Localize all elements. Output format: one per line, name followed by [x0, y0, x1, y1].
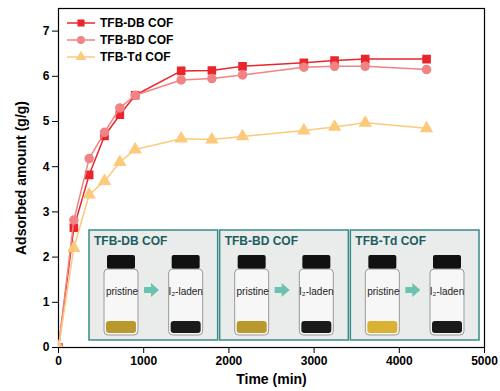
html-text:TFB-DB COF: TFB-DB COF	[100, 15, 174, 30]
html-text:TFB-Td COF: TFB-Td COF	[100, 49, 171, 64]
svg-text:7: 7	[43, 24, 50, 38]
svg-text:6: 6	[43, 69, 50, 83]
svg-text:pristine: pristine	[106, 286, 139, 297]
svg-text:I₂-laden: I₂-laden	[168, 286, 202, 297]
svg-text:TFB-DB COF: TFB-DB COF	[94, 234, 167, 248]
svg-text:1: 1	[43, 295, 50, 309]
html-text:TFB-BD COF: TFB-BD COF	[100, 32, 174, 47]
svg-text:5: 5	[43, 114, 50, 128]
svg-text:pristine: pristine	[237, 286, 270, 297]
svg-text:4000: 4000	[386, 354, 413, 368]
svg-text:I₂-laden: I₂-laden	[430, 286, 464, 297]
svg-text:Adsorbed amount (g/g): Adsorbed amount (g/g)	[13, 101, 29, 255]
svg-text:Time (min): Time (min)	[236, 371, 307, 387]
svg-text:3000: 3000	[301, 354, 328, 368]
svg-text:2: 2	[43, 250, 50, 264]
svg-text:3: 3	[43, 205, 50, 219]
svg-text:5000: 5000	[471, 354, 498, 368]
svg-text:4: 4	[43, 160, 50, 174]
svg-text:0: 0	[43, 340, 50, 354]
svg-text:TFB-Td COF: TFB-Td COF	[355, 234, 426, 248]
svg-text:0: 0	[55, 354, 62, 368]
svg-text:I₂-laden: I₂-laden	[299, 286, 333, 297]
svg-text:1000: 1000	[130, 354, 157, 368]
svg-text:TFB-BD COF: TFB-BD COF	[225, 234, 298, 248]
svg-text:2000: 2000	[216, 354, 243, 368]
svg-text:pristine: pristine	[367, 286, 400, 297]
